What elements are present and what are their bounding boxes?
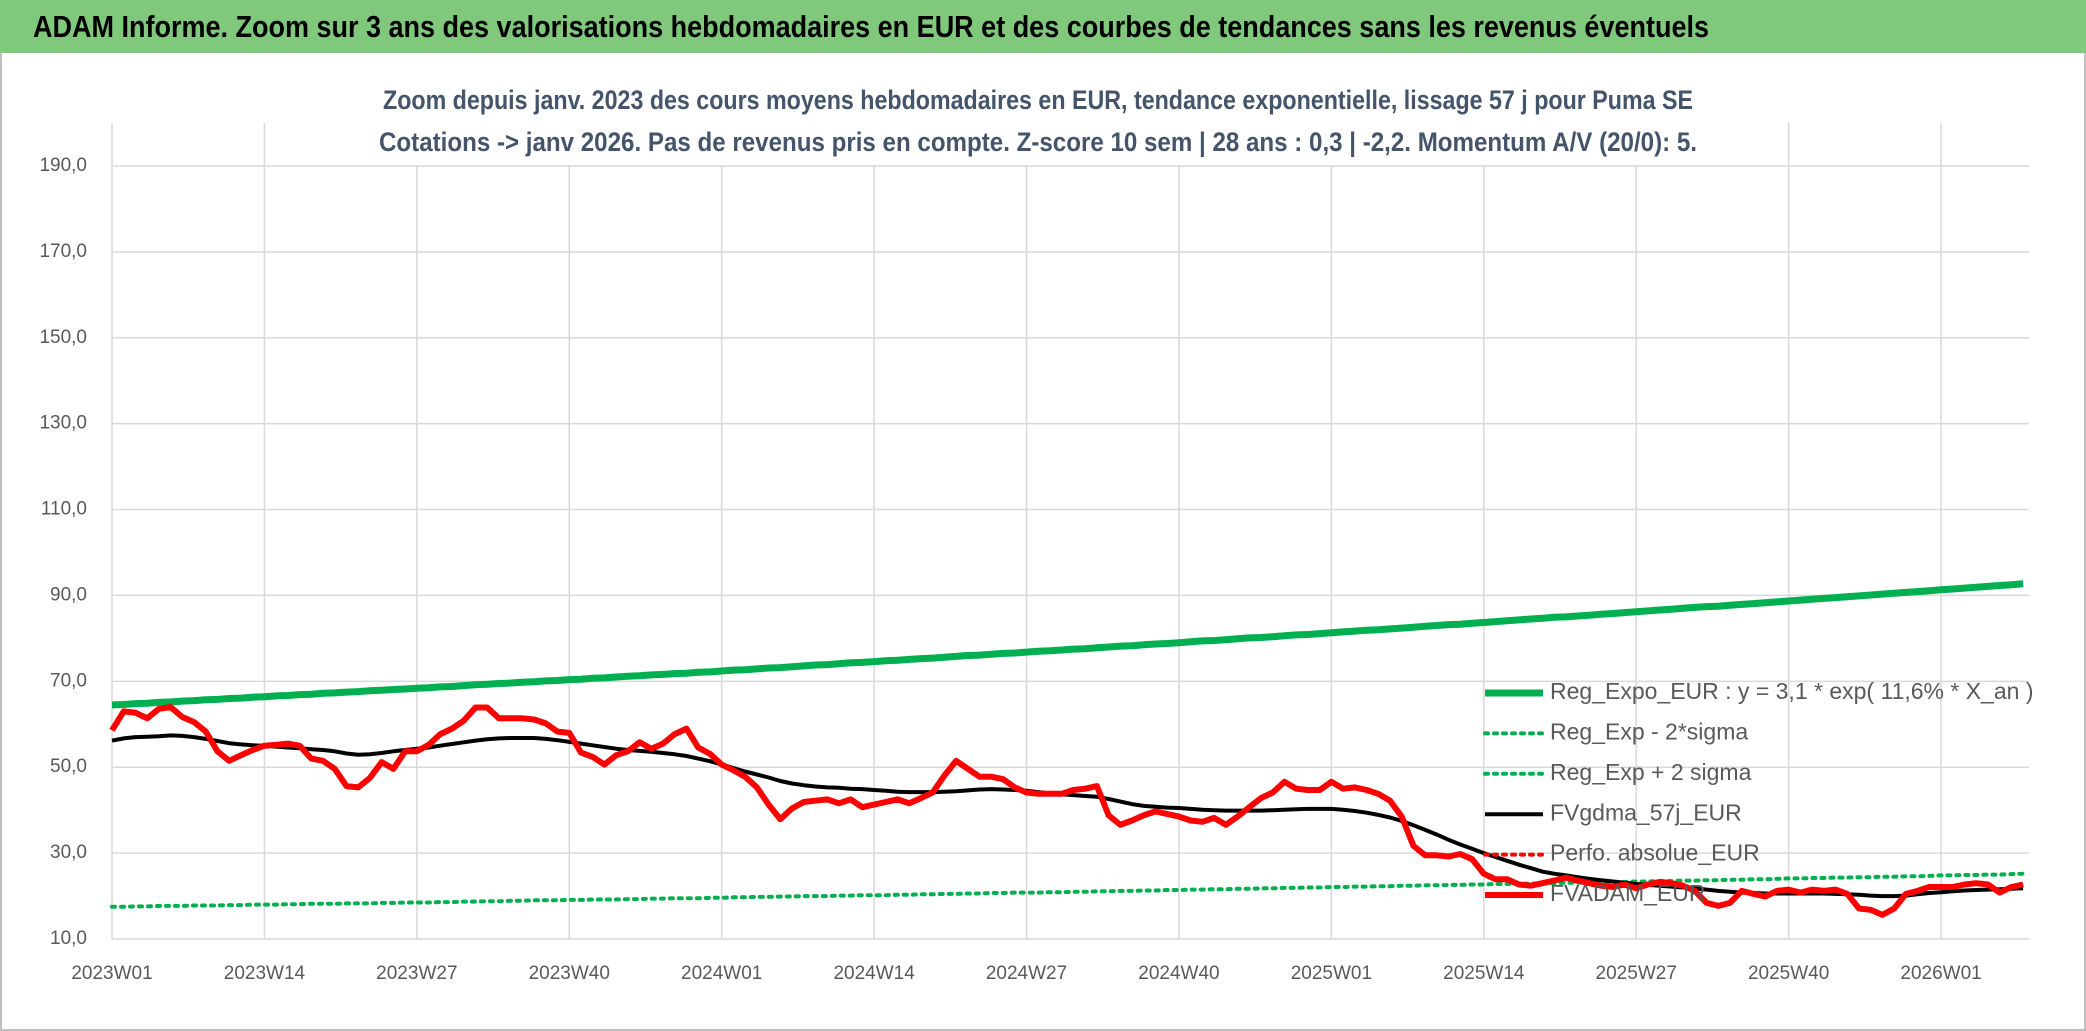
x-tick-label: 2024W01 xyxy=(681,963,762,984)
legend: Reg_Expo_EUR : y = 3,1 * exp( 11,6% * X_… xyxy=(1483,678,2033,906)
y-tick-label: 170,0 xyxy=(39,241,87,262)
y-tick-label: 130,0 xyxy=(39,413,87,434)
series-line xyxy=(109,704,2024,918)
plot xyxy=(109,580,2026,918)
x-tick-label: 2023W40 xyxy=(529,963,610,984)
chart-title: ADAM Informe. Zoom sur 3 ans des valoris… xyxy=(33,9,1709,44)
x-tick-label: 2025W27 xyxy=(1596,963,1677,984)
legend-label: Perfo. absolue_EUR xyxy=(1550,840,1760,866)
header-bar xyxy=(0,0,2086,53)
x-tick-label: 2025W01 xyxy=(1291,963,1372,984)
series-line xyxy=(111,580,2024,709)
x-tick-label: 2025W40 xyxy=(1748,963,1829,984)
legend-label: FVgdma_57j_EUR xyxy=(1550,799,1742,825)
series-line xyxy=(110,871,2026,909)
y-tick-label: 30,0 xyxy=(50,842,87,863)
x-tick-label: 2024W27 xyxy=(986,963,1067,984)
x-tick-label: 2024W40 xyxy=(1138,963,1219,984)
y-tick-label: 70,0 xyxy=(50,670,87,691)
legend-label: Reg_Exp - 2*sigma xyxy=(1550,718,1748,744)
legend-label: FVADAM_EUR xyxy=(1550,880,1706,906)
y-tick-label: 10,0 xyxy=(50,928,87,949)
y-tick-label: 190,0 xyxy=(39,155,87,176)
subtitle-line: Zoom depuis janv. 2023 des cours moyens … xyxy=(383,85,1693,115)
subtitle-box xyxy=(377,77,1700,165)
grid: 10,0 30,0 50,0 70,0 90,0 110,0 130,0 150,0 170,0… xyxy=(39,123,2029,984)
x-tick-label: 2024W14 xyxy=(833,963,915,984)
y-tick-label: 50,0 xyxy=(50,756,87,777)
x-tick-label: 2023W14 xyxy=(224,963,306,984)
subtitle-line: Cotations -> janv 2026. Pas de revenus p… xyxy=(379,127,1697,157)
legend-label: Reg_Expo_EUR : y = 3,1 * exp( 11,6% * X_… xyxy=(1550,678,2033,704)
legend-label: Reg_Exp + 2 sigma xyxy=(1550,759,1752,785)
x-tick-label: 2023W27 xyxy=(376,963,457,984)
y-tick-label: 90,0 xyxy=(50,584,87,605)
x-tick-label: 2026W01 xyxy=(1900,963,1981,984)
y-tick-label: 110,0 xyxy=(41,499,87,520)
x-tick-label: 2025W14 xyxy=(1443,963,1525,984)
y-tick-label: 150,0 xyxy=(39,327,87,348)
x-tick-label: 2023W01 xyxy=(71,963,152,984)
